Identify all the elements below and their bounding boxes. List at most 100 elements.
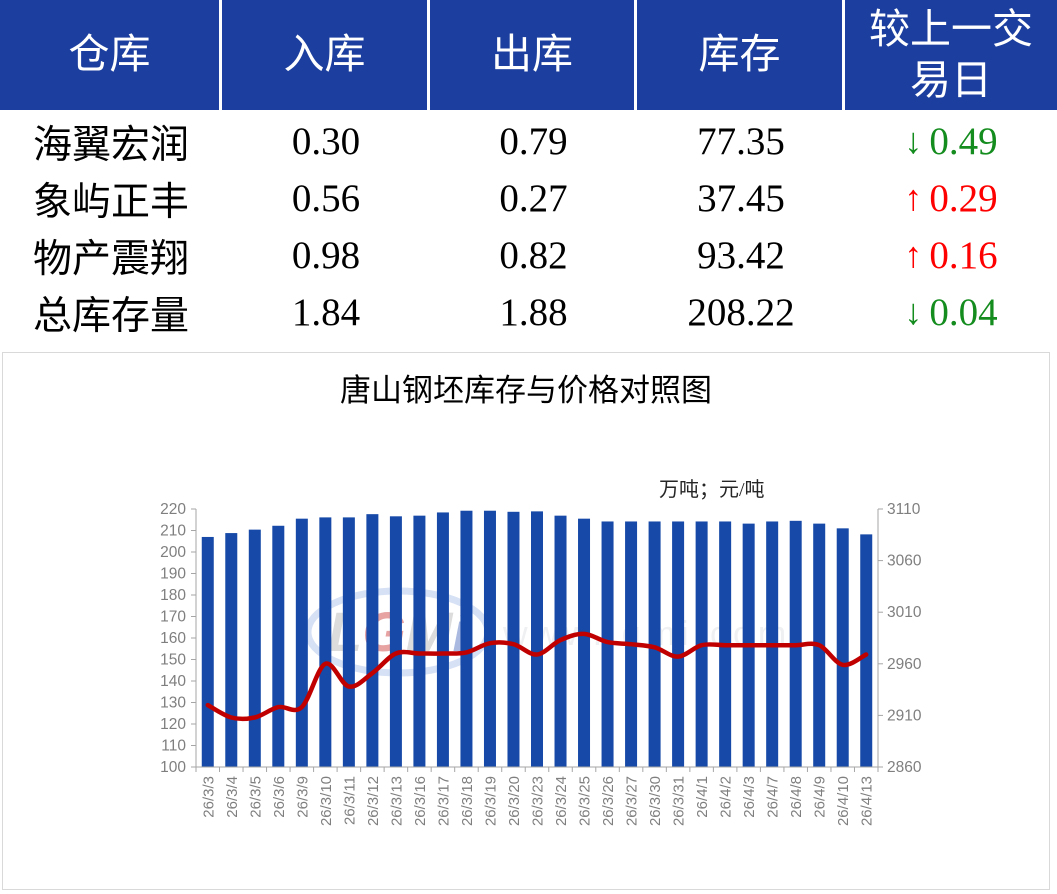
left-axis-label: 210	[160, 523, 186, 540]
up-arrow-icon: ↑	[904, 177, 923, 218]
inventory-bar	[319, 517, 332, 767]
table-row: 海翼宏润 0.30 0.79 77.35 ↓ 0.49	[0, 113, 1057, 170]
header-stock: 库存	[637, 0, 845, 110]
x-axis-label: 26/3/30	[647, 776, 664, 826]
chart-plot: LGMiwww.lgmi.com100110120130140150160170…	[160, 501, 922, 826]
table-row: 物产震翔 0.98 0.82 93.42 ↑ 0.16	[0, 227, 1057, 284]
inbound-value: 1.84	[291, 291, 361, 334]
x-axis-label: 26/3/4	[224, 776, 241, 818]
inventory-bar	[507, 511, 520, 767]
x-axis-label: 26/3/20	[506, 776, 523, 826]
header-outbound: 出库	[430, 0, 637, 110]
x-axis-label: 26/3/5	[247, 776, 264, 818]
x-axis-label: 26/3/9	[294, 776, 311, 818]
change-amount: 0.29	[929, 177, 998, 220]
x-axis-label: 26/3/12	[365, 776, 382, 826]
left-axis-label: 140	[160, 673, 186, 690]
x-axis-label: 26/3/19	[483, 776, 500, 826]
x-axis-label: 26/4/13	[859, 776, 876, 826]
header-change-vs-prev-day: 较上一交易日	[869, 5, 1033, 103]
right-axis-label: 3060	[887, 553, 922, 570]
left-axis-label: 160	[160, 630, 186, 647]
chart-frame: 唐山钢坯库存与价格对照图 万吨；元/吨 LGMiwww.lgmi.com1001…	[2, 352, 1050, 890]
inventory-bar	[436, 512, 449, 767]
inventory-bar	[201, 536, 214, 767]
left-axis-label: 110	[161, 738, 186, 755]
inventory-bar	[860, 534, 873, 767]
table-row-total: 总库存量 1.84 1.88 208.22 ↓ 0.04	[0, 284, 1057, 341]
x-axis-label: 26/3/6	[271, 776, 288, 818]
right-axis-label: 2860	[887, 759, 922, 776]
down-arrow-icon: ↓	[904, 120, 923, 161]
x-axis-label: 26/4/7	[765, 776, 782, 818]
x-axis-label: 26/4/8	[788, 776, 805, 818]
inventory-bar	[836, 528, 849, 767]
x-axis-label: 26/3/13	[388, 776, 405, 826]
change-amount: 0.04	[929, 291, 998, 334]
x-axis-label: 26/3/25	[577, 776, 594, 826]
inventory-bar	[531, 511, 543, 767]
inventory-bar	[578, 518, 591, 767]
left-axis-label: 180	[160, 587, 186, 604]
change-amount: 0.16	[929, 234, 998, 277]
inbound-value: 0.56	[291, 177, 361, 220]
inventory-bar	[295, 518, 308, 767]
up-arrow-icon: ↑	[904, 234, 923, 275]
x-axis-label: 26/3/27	[624, 776, 641, 826]
outbound-value: 0.79	[499, 120, 568, 163]
inventory-bar	[225, 533, 238, 767]
inventory-table: 仓库 入库 出库 库存 较上一交易日 海翼宏润 0.30 0.79 77.35 …	[0, 0, 1057, 341]
x-axis-label: 26/4/1	[694, 776, 711, 818]
warehouse-name: 海翼宏润	[32, 123, 189, 167]
warehouse-name: 总库存量	[32, 294, 189, 338]
left-axis-label: 190	[160, 566, 186, 583]
x-axis-label: 26/4/3	[741, 776, 758, 818]
inventory-bar	[460, 510, 473, 767]
right-axis-label: 2910	[887, 707, 922, 724]
table-body: 海翼宏润 0.30 0.79 77.35 ↓ 0.49 象屿正丰 0.56 0.…	[0, 110, 1057, 341]
left-axis-label: 100	[160, 759, 186, 776]
warehouse-name: 物产震翔	[32, 237, 189, 281]
header-warehouse: 仓库	[0, 0, 222, 110]
outbound-value: 0.27	[499, 177, 568, 220]
right-axis-label: 2960	[887, 656, 922, 673]
chart-unit-label: 万吨；元/吨	[659, 479, 765, 501]
inventory-bar	[483, 510, 496, 767]
chart-title: 唐山钢坯库存与价格对照图	[340, 373, 712, 408]
change-value: ↑ 0.16	[845, 227, 1057, 284]
left-axis-label: 220	[160, 501, 186, 518]
left-axis-label: 150	[160, 652, 186, 669]
left-axis-label: 120	[160, 716, 186, 733]
inventory-bar	[648, 521, 661, 767]
inventory-bar	[366, 514, 379, 767]
x-axis-label: 26/4/9	[812, 776, 829, 818]
x-axis-label: 26/3/11	[341, 776, 358, 825]
inbound-value: 0.30	[291, 120, 361, 163]
change-value: ↓ 0.49	[845, 113, 1057, 170]
outbound-value: 1.88	[499, 291, 568, 334]
x-axis-label: 26/3/23	[530, 776, 547, 826]
x-axis-label: 26/3/16	[412, 776, 429, 826]
x-axis-label: 26/3/18	[459, 776, 476, 826]
change-value: ↓ 0.04	[845, 284, 1057, 341]
x-axis-label: 26/3/10	[318, 776, 335, 826]
x-axis-label: 26/3/17	[435, 776, 452, 826]
right-axis-label: 3110	[887, 501, 921, 518]
left-axis-label: 130	[160, 695, 186, 712]
change-value: ↑ 0.29	[845, 170, 1057, 227]
warehouse-name: 象屿正丰	[32, 180, 189, 224]
inventory-bar	[342, 517, 355, 767]
x-axis-label: 26/4/2	[718, 776, 735, 818]
price-line	[205, 631, 869, 722]
table-header-row: 仓库 入库 出库 库存 较上一交易日	[0, 0, 1057, 110]
inbound-value: 0.98	[291, 234, 361, 277]
stock-value: 77.35	[697, 120, 785, 163]
x-axis-label: 26/3/24	[553, 776, 570, 826]
inventory-bar	[672, 521, 685, 767]
change-amount: 0.49	[929, 120, 998, 163]
x-axis-label: 26/3/3	[200, 776, 217, 818]
right-axis-label: 3010	[887, 604, 922, 621]
stock-value: 208.22	[687, 291, 795, 334]
x-axis-label: 26/4/10	[835, 776, 852, 826]
down-arrow-icon: ↓	[904, 291, 923, 332]
